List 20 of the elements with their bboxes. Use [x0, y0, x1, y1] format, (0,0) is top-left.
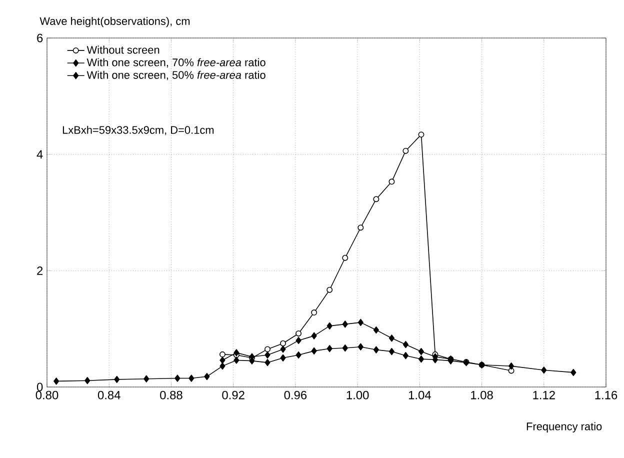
- x-axis-title: Frequency ratio: [526, 422, 602, 432]
- x-tick-label: 0.92: [222, 390, 244, 400]
- x-tick-label: 0.80: [36, 390, 58, 400]
- legend-label: With one screen, 70% free-area ratio: [86, 58, 266, 68]
- y-tick-label: 0: [36, 382, 43, 392]
- y-tick-label: 6: [37, 34, 43, 42]
- y-axis-title: Wave height(observations), cm: [40, 16, 190, 28]
- x-tick-label: 0.88: [160, 390, 182, 400]
- y-tick-label: 4: [36, 150, 43, 158]
- annotation: LxBxh=59x33.5x9cm, D=0.1cm: [62, 126, 214, 136]
- x-tick-label: 0.96: [284, 390, 307, 400]
- x-tick-label: 1.00: [346, 390, 369, 400]
- x-tick-label: 1.12: [533, 390, 555, 400]
- legend-label: Without screen: [86, 46, 160, 54]
- x-tick-label: 1.08: [471, 390, 493, 400]
- legend-label: With one screen, 50% free-area ratio: [86, 70, 266, 80]
- x-tick-label: 1.16: [595, 390, 618, 400]
- x-tick-label: 0.84: [98, 390, 120, 400]
- x-tick-label: 1.04: [408, 390, 431, 400]
- y-tick-label: 2: [37, 266, 43, 275]
